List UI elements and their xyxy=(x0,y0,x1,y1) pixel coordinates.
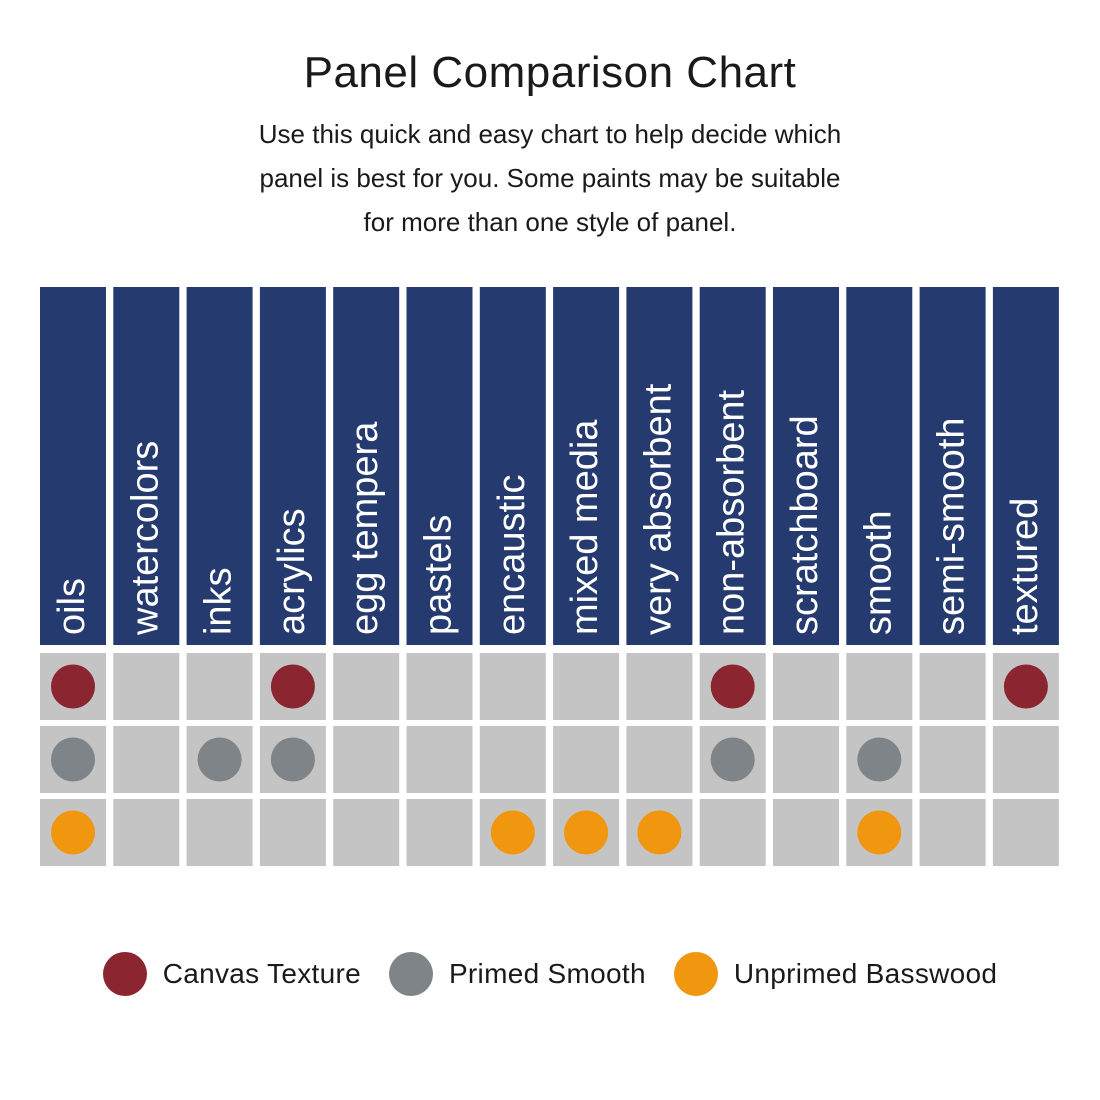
column-header-semi-smooth xyxy=(919,287,986,645)
column-label-textured: textured xyxy=(1004,498,1046,635)
subtitle-line-1: Use this quick and easy chart to help de… xyxy=(258,119,842,149)
cell xyxy=(113,726,180,793)
column-label-mixed-media: mixed media xyxy=(564,419,606,635)
legend-item-canvas-texture: Canvas Texture xyxy=(102,952,361,996)
column-label-egg-tempera: egg tempera xyxy=(344,421,386,635)
cell xyxy=(113,799,180,866)
column-header-oils xyxy=(40,287,106,645)
cell xyxy=(333,726,400,793)
subtitle-line-3: for more than one style of panel. xyxy=(363,207,737,237)
cell xyxy=(626,653,693,720)
cell xyxy=(846,653,913,720)
cell xyxy=(113,653,180,720)
column-label-smooth: smooth xyxy=(857,510,899,635)
unprimed-basswood-dot xyxy=(490,810,535,855)
cell xyxy=(479,726,546,793)
primed-smooth-dot xyxy=(270,737,315,782)
column-header-acrylics xyxy=(259,287,326,645)
column-header-scratchboard xyxy=(773,287,839,645)
cell xyxy=(553,653,620,720)
column-label-non-absorbent: non-absorbent xyxy=(711,389,753,635)
cell xyxy=(773,653,839,720)
unprimed-basswood-dot xyxy=(673,952,718,996)
primed-smooth-dot xyxy=(388,952,433,996)
primed-smooth-dot xyxy=(857,737,902,782)
column-header-egg-tempera xyxy=(333,287,400,645)
chart-subtitle: Use this quick and easy chart to help de… xyxy=(150,112,950,244)
cell xyxy=(406,726,473,793)
legend-item-primed-smooth: Primed Smooth xyxy=(388,952,646,996)
cell xyxy=(333,653,400,720)
column-label-semi-smooth: semi-smooth xyxy=(931,418,973,636)
primed-smooth-dot xyxy=(710,737,755,782)
cell xyxy=(773,799,839,866)
canvas-texture-dot xyxy=(1003,664,1048,709)
column-label-pastels: pastels xyxy=(418,515,460,635)
unprimed-basswood-dot xyxy=(857,810,902,855)
legend-item-unprimed-basswood: Unprimed Basswood xyxy=(673,952,998,996)
column-label-inks: inks xyxy=(198,567,240,635)
cell xyxy=(186,799,253,866)
column-header-textured xyxy=(992,287,1059,645)
legend-label: Primed Smooth xyxy=(448,958,646,989)
unprimed-basswood-dot xyxy=(637,810,682,855)
column-label-watercolors: watercolors xyxy=(124,441,166,636)
legend-label: Unprimed Basswood xyxy=(733,958,998,989)
unprimed-basswood-dot xyxy=(564,810,609,855)
column-header-very-absorbent xyxy=(626,287,693,645)
column-label-scratchboard: scratchboard xyxy=(784,415,826,635)
cell xyxy=(626,726,693,793)
cell xyxy=(919,653,986,720)
column-header-encaustic xyxy=(479,287,546,645)
column-header-mixed-media xyxy=(553,287,620,645)
chart-title: Panel Comparison Chart xyxy=(303,48,797,97)
canvas-texture-dot xyxy=(710,664,755,709)
legend: Canvas Texture Primed Smooth Unprimed Ba… xyxy=(0,952,1100,996)
cell xyxy=(406,799,473,866)
cell xyxy=(699,799,766,866)
column-header-inks xyxy=(186,287,253,645)
canvas-texture-dot xyxy=(102,952,147,996)
column-label-very-absorbent: very absorbent xyxy=(637,383,679,635)
column-label-encaustic: encaustic xyxy=(491,474,533,635)
subtitle-line-2: panel is best for you. Some paints may b… xyxy=(259,163,841,193)
column-label-oils: oils xyxy=(51,578,93,635)
column-header-smooth xyxy=(846,287,913,645)
unprimed-basswood-dot xyxy=(51,810,95,855)
column-header-non-absorbent xyxy=(699,287,766,645)
canvas-texture-dot xyxy=(51,664,95,709)
column-label-acrylics: acrylics xyxy=(271,508,313,635)
cell xyxy=(992,726,1059,793)
cell xyxy=(479,653,546,720)
cell xyxy=(259,799,326,866)
primed-smooth-dot xyxy=(197,737,242,782)
cell xyxy=(333,799,400,866)
cell xyxy=(186,653,253,720)
cell xyxy=(919,799,986,866)
legend-label: Canvas Texture xyxy=(162,958,361,989)
cell xyxy=(773,726,839,793)
cell xyxy=(406,653,473,720)
cell xyxy=(553,726,620,793)
column-header-watercolors xyxy=(113,287,180,645)
canvas-texture-dot xyxy=(270,664,315,709)
primed-smooth-dot xyxy=(51,737,95,782)
cell xyxy=(919,726,986,793)
column-header-pastels xyxy=(406,287,473,645)
cell xyxy=(992,799,1059,866)
